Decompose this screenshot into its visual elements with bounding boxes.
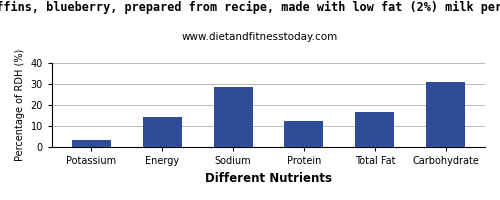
Text: Muffins, blueberry, prepared from recipe, made with low fat (2%) milk per 100g: Muffins, blueberry, prepared from recipe… — [0, 1, 500, 14]
Bar — [284, 121, 324, 147]
Bar — [356, 112, 395, 147]
Y-axis label: Percentage of RDH (%): Percentage of RDH (%) — [15, 49, 25, 161]
Bar — [214, 87, 252, 147]
Text: www.dietandfitnesstoday.com: www.dietandfitnesstoday.com — [182, 32, 338, 42]
Bar — [72, 140, 110, 147]
X-axis label: Different Nutrients: Different Nutrients — [205, 172, 332, 185]
Bar — [142, 117, 182, 147]
Bar — [426, 82, 466, 147]
